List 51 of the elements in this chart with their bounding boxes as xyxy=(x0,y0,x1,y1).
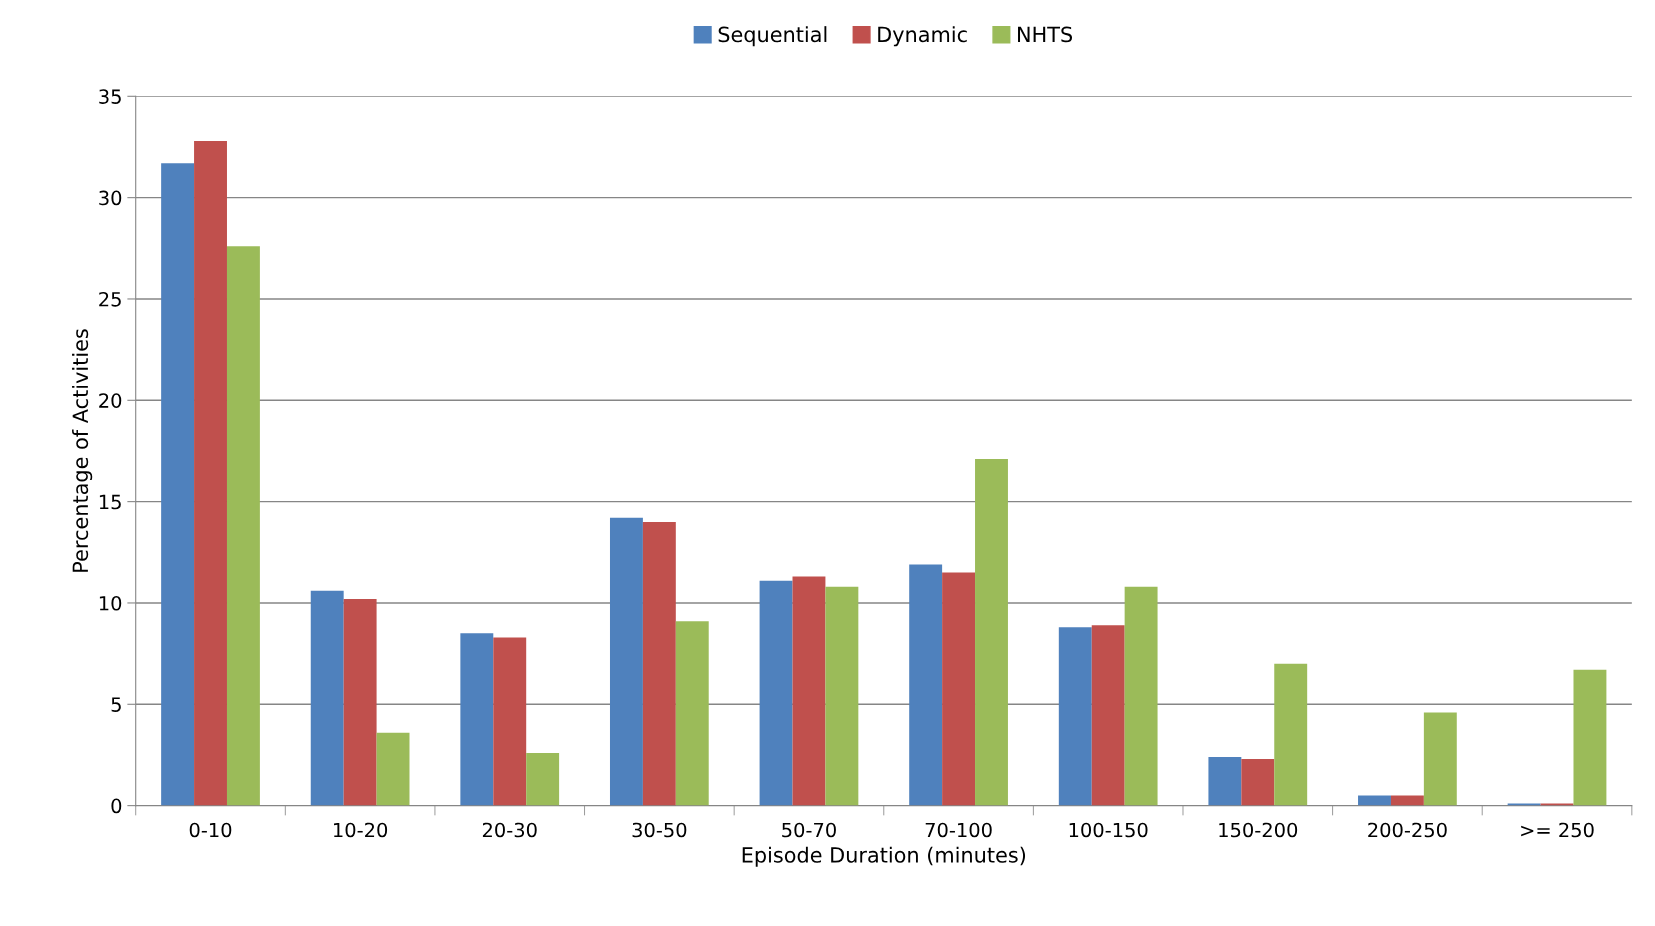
x-tick-label: 20-30 xyxy=(482,822,537,838)
bar xyxy=(942,572,976,806)
x-tick-label: 0-10 xyxy=(189,822,232,838)
x-tick-label: 30-50 xyxy=(632,822,687,838)
y-tick-label: 10 xyxy=(99,595,122,611)
bar xyxy=(642,521,676,806)
x-axis-title: Episode Duration (minutes) xyxy=(742,846,1026,867)
y-tick-label: 0 xyxy=(111,798,122,814)
y-tick-label: 15 xyxy=(99,494,121,510)
bar xyxy=(1423,712,1457,806)
bar xyxy=(310,590,344,806)
y-tick-label: 35 xyxy=(99,89,121,104)
bar xyxy=(609,517,643,806)
bar xyxy=(675,621,709,806)
bar xyxy=(759,580,793,806)
bar xyxy=(1091,625,1125,806)
bar xyxy=(792,576,826,806)
bar xyxy=(460,633,494,806)
bar xyxy=(194,140,227,806)
bar xyxy=(825,586,859,806)
x-tick-label: 10-20 xyxy=(334,822,388,838)
bar xyxy=(1358,795,1391,806)
bar xyxy=(343,598,377,806)
bar xyxy=(909,564,943,806)
legend-label: Sequential xyxy=(718,26,827,47)
y-tick-label: 25 xyxy=(99,291,121,307)
x-tick-label: 150-200 xyxy=(1219,822,1298,838)
bar xyxy=(1390,795,1424,806)
y-tick-label: 20 xyxy=(99,393,122,408)
bar xyxy=(526,752,560,806)
x-tick-label: 50-70 xyxy=(782,822,836,838)
y-tick-label: 30 xyxy=(99,190,122,206)
y-axis-title: Percentage of Activities xyxy=(72,329,93,572)
x-tick-label: 200-250 xyxy=(1368,822,1447,838)
x-tick-label: >= 250 xyxy=(1521,822,1594,838)
bar xyxy=(1124,586,1158,806)
bar xyxy=(493,637,527,806)
bar xyxy=(1058,627,1092,806)
bar xyxy=(1208,756,1242,806)
legend-label: NHTS xyxy=(1018,26,1073,43)
bar xyxy=(1241,759,1275,806)
bar xyxy=(376,732,410,806)
x-tick-label: 70-100 xyxy=(925,822,992,838)
bar xyxy=(161,163,195,806)
y-tick-label: 5 xyxy=(111,697,121,712)
x-tick-label: 100-150 xyxy=(1069,822,1148,838)
bar xyxy=(1274,663,1308,806)
bar xyxy=(226,246,260,806)
bar xyxy=(975,459,1008,806)
legend-label: Dynamic xyxy=(878,26,967,47)
bar xyxy=(1573,669,1607,806)
